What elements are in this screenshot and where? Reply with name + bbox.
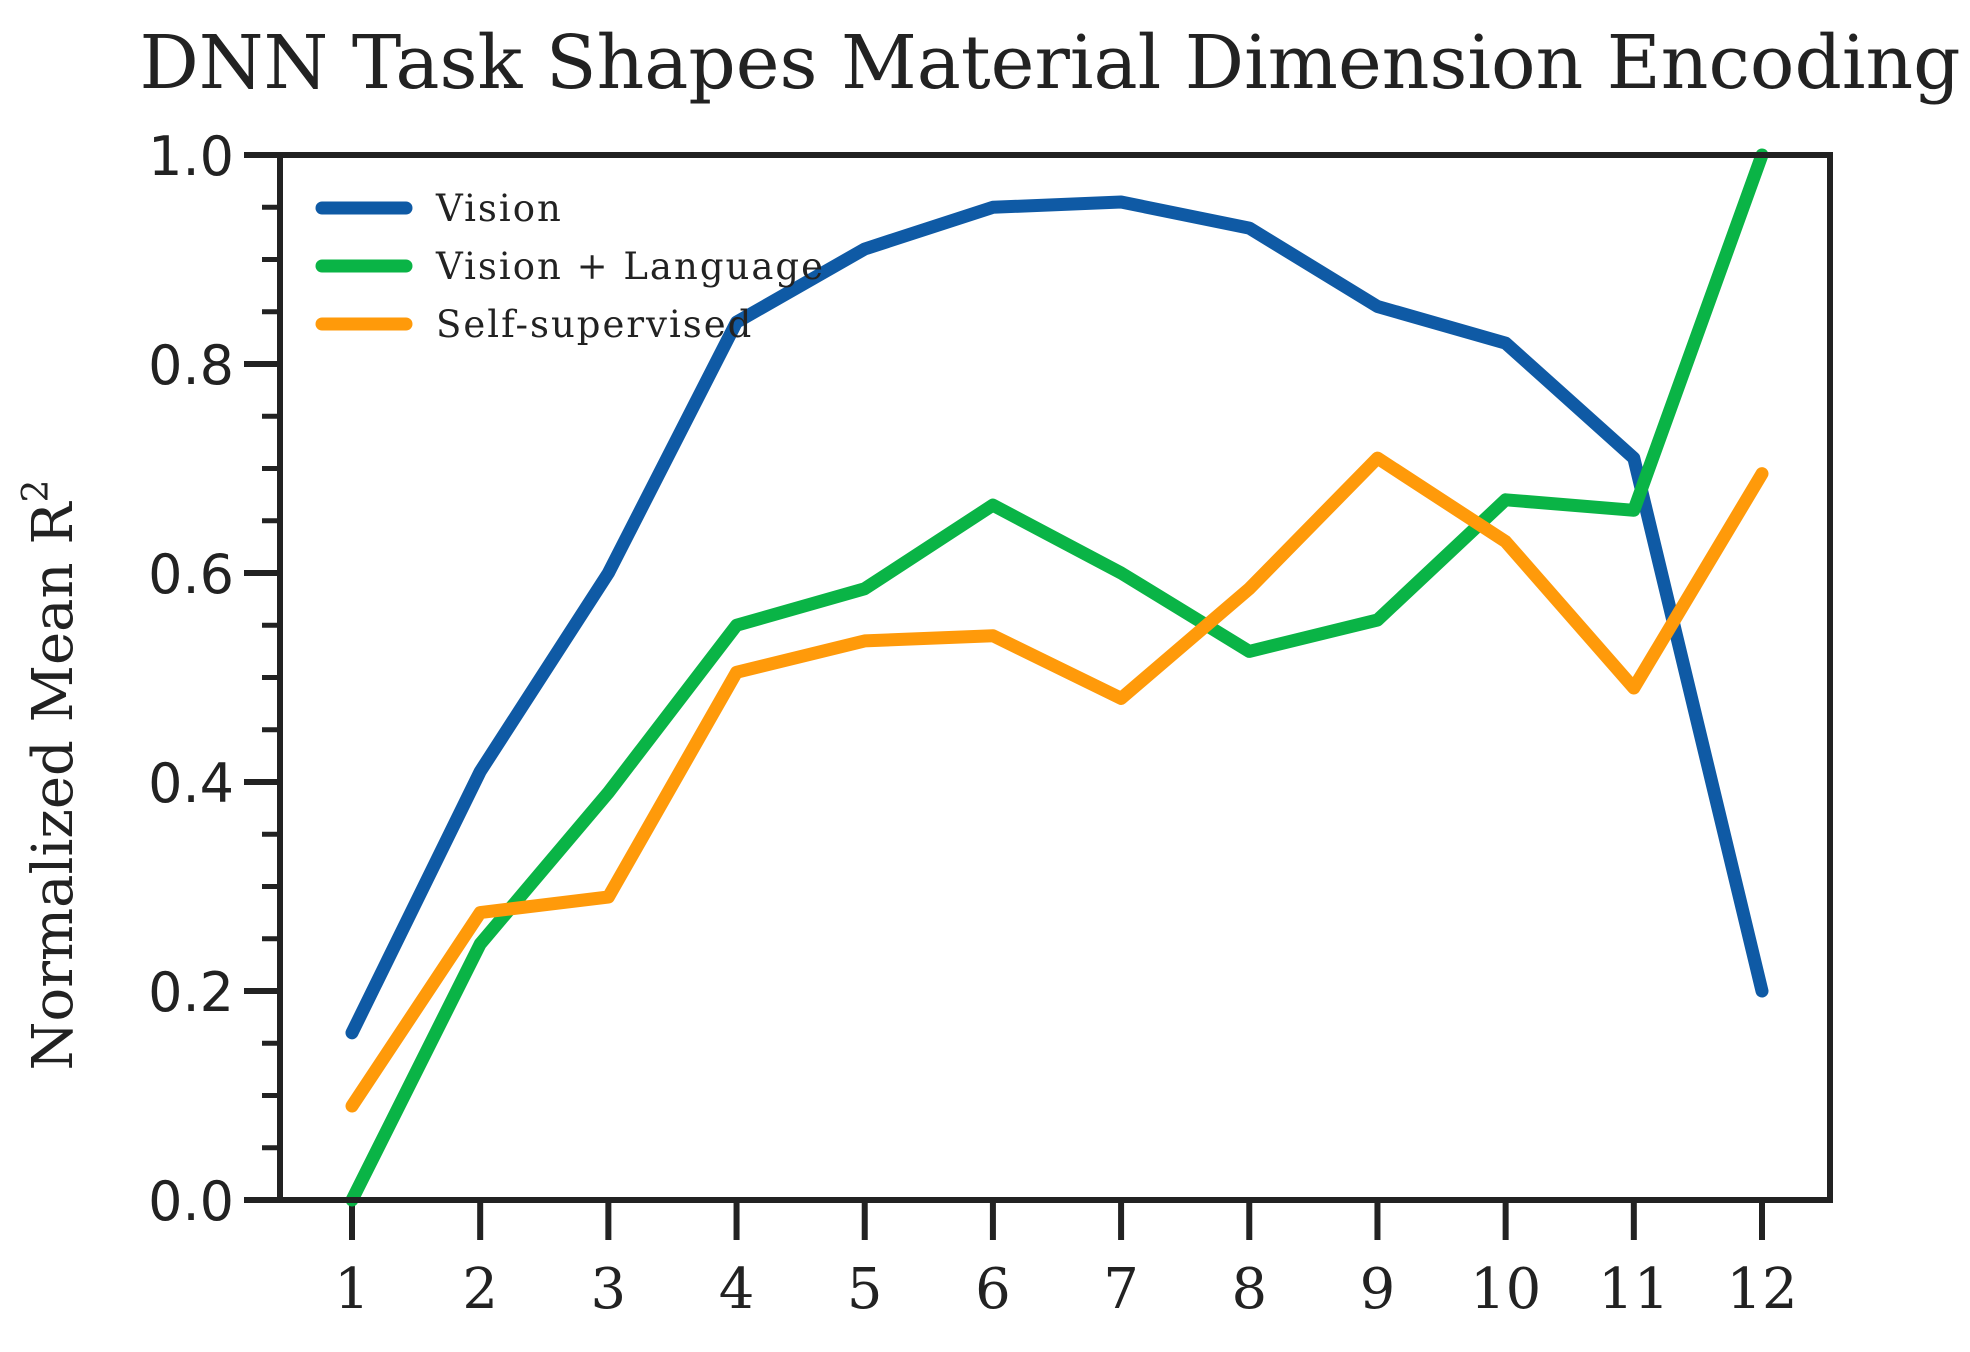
x-tick-label: 8 (1231, 1257, 1267, 1322)
legend-label: Vision (435, 187, 563, 230)
chart-title: DNN Task Shapes Material Dimension Encod… (139, 20, 1960, 106)
x-tick-label: 5 (847, 1257, 883, 1322)
legend-label: Vision + Language (435, 245, 825, 288)
plot-frame (277, 152, 1833, 1203)
x-tick-label: 4 (719, 1257, 755, 1322)
x-axis-ticks: 1 2 3 4 5 6 7 8 9 10 11 12 (334, 1200, 1798, 1322)
y-tick-label: 0.6 (148, 543, 234, 606)
y-axis-label-superscript: 2 (16, 480, 57, 503)
legend: Vision Vision + Language Self-supervised (315, 187, 825, 346)
x-tick-label: 12 (1726, 1257, 1797, 1322)
y-tick-label: 1.0 (148, 125, 234, 188)
x-tick-label: 3 (591, 1257, 627, 1322)
y-tick-label: 0.4 (148, 752, 234, 815)
y-tick-label: 0.8 (148, 334, 234, 397)
y-axis-label: Normalized Mean R2 (16, 480, 86, 1071)
x-tick-label: 2 (462, 1257, 498, 1322)
series-line-vision (345, 195, 1769, 1040)
series-line-vision-language (345, 148, 1769, 1207)
y-tick-label: 0.2 (148, 961, 234, 1024)
series-line-self-supervised (345, 451, 1769, 1113)
x-tick-label: 11 (1598, 1257, 1669, 1322)
series-lines (345, 148, 1769, 1207)
y-axis-label-text: Normalized Mean R (21, 501, 86, 1071)
x-tick-label: 7 (1103, 1257, 1139, 1322)
x-tick-label: 9 (1360, 1257, 1396, 1322)
x-tick-label: 1 (334, 1257, 370, 1322)
y-tick-label: 0.0 (148, 1170, 234, 1233)
legend-label: Self-supervised (436, 303, 753, 346)
x-tick-label: 10 (1470, 1257, 1541, 1322)
y-axis-ticks: 0.0 0.2 0.4 0.6 0.8 1.0 (148, 125, 280, 1233)
x-tick-label: 6 (975, 1257, 1011, 1322)
